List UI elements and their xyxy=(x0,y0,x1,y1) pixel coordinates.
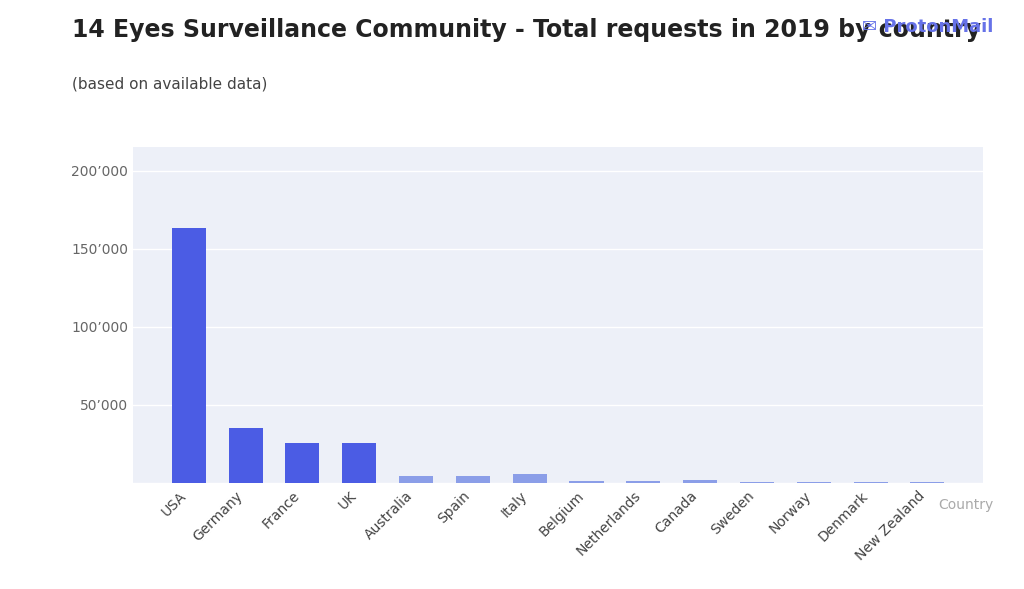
Bar xyxy=(456,476,489,483)
Bar xyxy=(797,482,830,483)
Text: Country: Country xyxy=(938,498,993,512)
Bar xyxy=(342,443,376,483)
Text: 14 Eyes Surveillance Community - Total requests in 2019 by country: 14 Eyes Surveillance Community - Total r… xyxy=(72,18,981,42)
Bar xyxy=(172,229,206,483)
Bar xyxy=(286,443,319,483)
Bar xyxy=(399,477,433,483)
Bar xyxy=(740,482,774,483)
Bar xyxy=(569,481,603,483)
Bar xyxy=(683,479,717,483)
Bar xyxy=(854,482,888,483)
Bar xyxy=(228,428,262,483)
Bar xyxy=(627,481,660,483)
Bar xyxy=(910,482,944,483)
Text: ✉ ProtonMail: ✉ ProtonMail xyxy=(862,18,993,36)
Bar xyxy=(513,474,547,483)
Text: (based on available data): (based on available data) xyxy=(72,77,267,91)
